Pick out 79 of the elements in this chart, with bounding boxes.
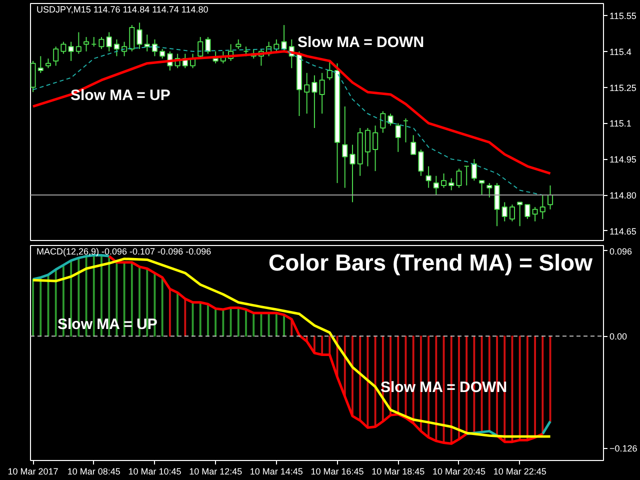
candlestick: [372, 125, 378, 172]
ref-line-label: 114.80: [610, 190, 636, 201]
y-tick-label: 0.00: [610, 332, 628, 342]
y-tick-label: 114.65: [610, 226, 636, 236]
candlestick: [471, 158, 477, 182]
candlestick: [486, 182, 492, 198]
candlestick: [326, 60, 332, 81]
candlestick: [60, 41, 66, 54]
candlestick: [524, 204, 530, 220]
x-tick-label: 10 Mar 18:45: [372, 466, 425, 476]
candlestick: [350, 144, 356, 203]
candlestick: [98, 36, 104, 50]
candlestick: [68, 41, 74, 62]
candlestick: [274, 38, 280, 52]
candlestick: [418, 149, 424, 176]
candlestick: [205, 36, 211, 54]
chart-title: USDJPY,M15 114.76 114.84 114.74 114.80: [36, 4, 208, 14]
candlestick: [53, 46, 59, 66]
candlestick: [30, 60, 36, 93]
line-series: [32, 50, 552, 175]
candlestick: [281, 24, 287, 52]
annotation: Color Bars (Trend MA) = Slow: [268, 250, 593, 276]
candlestick: [152, 38, 158, 57]
x-tick-label: 10 Mar 10:45: [128, 466, 182, 476]
candlestick: [106, 32, 112, 52]
x-tick-label: 10 Mar 14:45: [250, 466, 303, 476]
annotation: Slow MA = DOWN: [298, 34, 424, 51]
candlestick: [144, 34, 150, 52]
candlestick: [395, 122, 401, 152]
candlestick: [448, 178, 454, 191]
candlestick: [319, 72, 325, 114]
y-tick-label: 115.25: [610, 82, 636, 93]
candlestick: [114, 38, 120, 57]
candlestick: [433, 175, 439, 196]
candlestick: [236, 38, 242, 50]
candlestick: [122, 41, 128, 57]
candlestick: [509, 204, 516, 222]
candlestick: [129, 24, 135, 52]
x-tick-label: 10 Mar 16:45: [310, 466, 364, 476]
y-tick-label: 0.096: [610, 246, 632, 256]
candlestick: [464, 166, 470, 186]
candlestick: [388, 113, 394, 126]
candlestick: [380, 110, 386, 134]
candlestick: [212, 50, 218, 64]
candlestick: [91, 36, 97, 48]
candlestick: [364, 127, 370, 167]
candlestick: [426, 166, 432, 188]
candlestick: [342, 106, 348, 188]
candlestick: [410, 134, 416, 155]
candlestick: [45, 58, 52, 69]
y-tick-label: 115.55: [610, 10, 636, 21]
x-tick-label: 10 Mar 12:45: [189, 466, 242, 476]
candlestick: [440, 172, 447, 188]
candlestick: [160, 48, 166, 60]
candlestick: [479, 180, 485, 196]
y-tick-label: 115.4: [610, 46, 632, 57]
candlestick: [312, 74, 318, 128]
candlestick: [456, 168, 462, 188]
x-tick-label: 10 Mar 08:45: [67, 466, 120, 476]
candlestick: [547, 184, 554, 210]
candlestick: [402, 118, 409, 143]
x-tick-label: 10 Mar 20:45: [432, 466, 486, 476]
x-tick-label: 10 Mar 22:45: [493, 466, 546, 476]
candlestick: [540, 194, 546, 220]
x-tick-label: 10 Mar 2017: [8, 466, 58, 476]
annotation: Slow MA = UP: [70, 87, 170, 104]
candlestick: [76, 32, 82, 54]
chart-title: MACD(12,26,9) -0.096 -0.107 -0.096 -0.096: [36, 246, 212, 256]
y-tick-label: −0.126: [610, 444, 638, 454]
y-tick-label: 114.95: [610, 154, 636, 165]
candlestick: [38, 56, 44, 74]
candlestick: [532, 206, 538, 222]
candlestick: [136, 22, 142, 50]
candlestick: [494, 182, 500, 227]
candlestick: [502, 202, 508, 222]
candlestick: [304, 72, 310, 114]
candlestick: [517, 202, 523, 227]
candlestick: [83, 36, 90, 52]
y-tick-label: 115.1: [610, 118, 632, 129]
